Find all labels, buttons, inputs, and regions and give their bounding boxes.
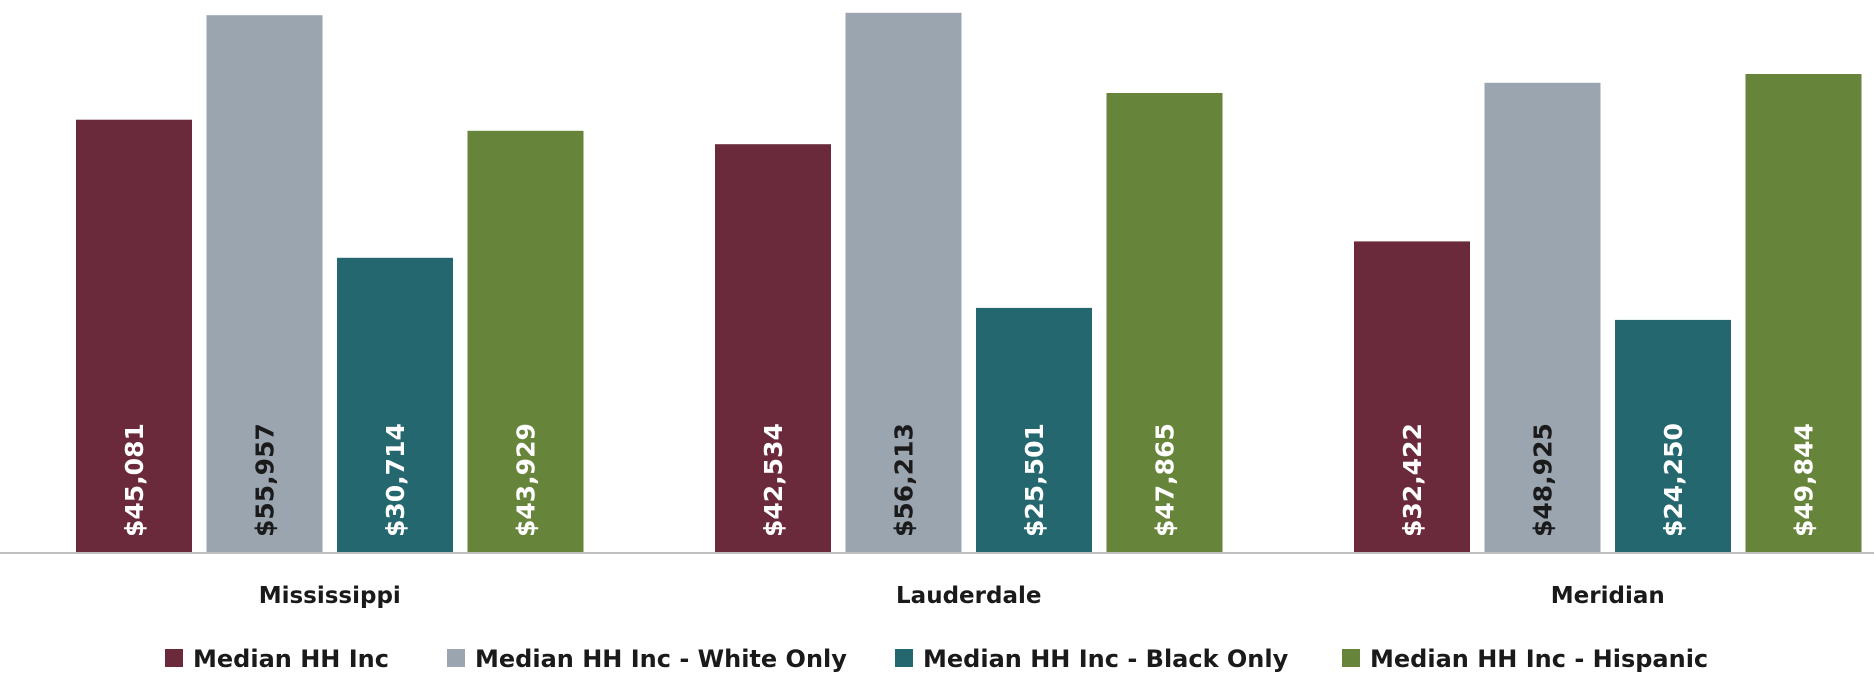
bars-layer: $45,081 $55,957 $30,714 $43,929 $42,534 $56,2… <box>76 12 1862 554</box>
data-label-mississippi-series-4: $43,929 <box>512 423 541 537</box>
bar-mississippi-series-4 <box>467 130 584 554</box>
legend-swatch-series-4 <box>1342 649 1360 667</box>
legend-label-series-1: Median HH Inc <box>193 645 389 673</box>
data-label-lauderdale-series-2: $56,213 <box>890 423 919 537</box>
data-label-mississippi-series-2: $55,957 <box>251 423 280 537</box>
data-label-meridian-series-4: $49,844 <box>1790 423 1819 537</box>
category-label-mississippi: Mississippi <box>259 583 401 609</box>
legend-label-series-4: Median HH Inc - Hispanic <box>1370 645 1708 673</box>
legend-label-series-3: Median HH Inc - Black Only <box>923 645 1289 673</box>
legend-swatch-series-2 <box>447 649 465 667</box>
data-label-mississippi-series-1: $45,081 <box>120 423 149 537</box>
bar-mississippi-series-2 <box>206 15 323 553</box>
legend: Median HH Inc Median HH Inc - White Only M… <box>165 645 1708 673</box>
bar-lauderdale-series-1 <box>715 144 831 553</box>
data-label-lauderdale-series-1: $42,534 <box>759 423 788 537</box>
legend-swatch-series-1 <box>165 649 183 667</box>
bar-lauderdale-series-4 <box>1106 93 1223 553</box>
data-label-meridian-series-2: $48,925 <box>1529 423 1558 537</box>
bar-lauderdale-series-2 <box>845 12 962 554</box>
bar-mississippi-series-3 <box>337 257 453 553</box>
category-labels: Mississippi Lauderdale Meridian <box>259 583 1665 609</box>
legend-swatch-series-3 <box>895 649 913 667</box>
bar-meridian-series-3 <box>1615 319 1731 553</box>
bar-meridian-series-2 <box>1484 82 1601 554</box>
legend-label-series-2: Median HH Inc - White Only <box>475 645 847 673</box>
category-label-meridian: Meridian <box>1551 583 1665 609</box>
bar-meridian-series-1 <box>1354 241 1470 553</box>
data-label-mississippi-series-3: $30,714 <box>381 423 410 537</box>
bar-mississippi-series-1 <box>76 119 192 553</box>
bar-meridian-series-4 <box>1745 74 1862 553</box>
data-label-meridian-series-3: $24,250 <box>1659 423 1688 537</box>
bar-lauderdale-series-3 <box>976 307 1092 553</box>
data-label-lauderdale-series-3: $25,501 <box>1020 423 1049 537</box>
category-label-lauderdale: Lauderdale <box>896 583 1041 609</box>
data-label-meridian-series-1: $32,422 <box>1398 423 1427 537</box>
data-label-lauderdale-series-4: $47,865 <box>1151 423 1180 537</box>
